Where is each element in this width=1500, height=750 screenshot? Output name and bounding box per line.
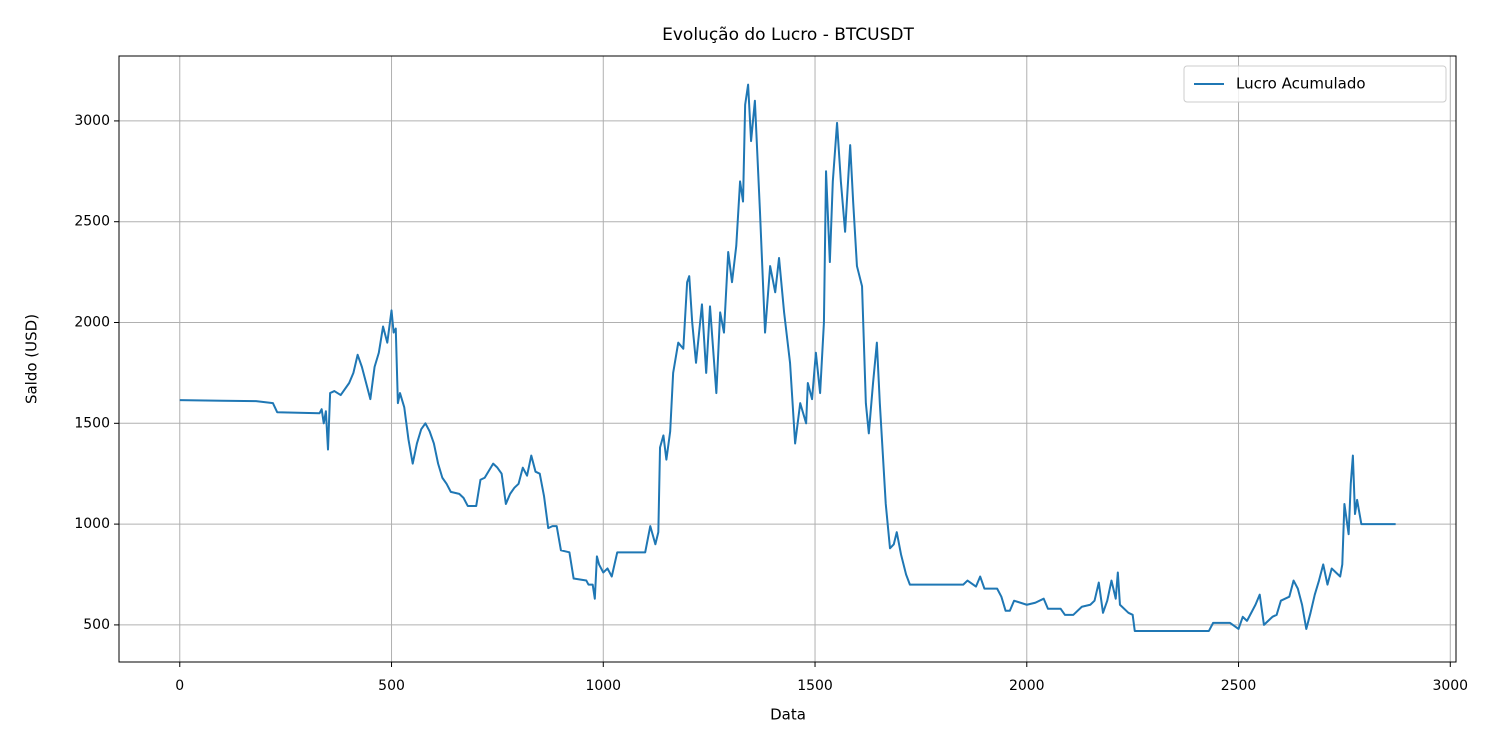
- x-tick-label: 3000: [1432, 678, 1468, 694]
- x-axis-label: Data: [770, 706, 806, 724]
- x-tick-label: 0: [175, 678, 184, 694]
- x-tick-label: 2000: [1009, 678, 1045, 694]
- chart-title: Evolução do Lucro - BTCUSDT: [662, 25, 914, 45]
- x-tick-label: 2500: [1221, 678, 1257, 694]
- x-tick-label: 500: [378, 678, 405, 694]
- y-tick-label: 500: [83, 617, 110, 633]
- line-series: [179, 83, 1396, 632]
- x-tick-label: 1500: [797, 678, 833, 694]
- plot-frame: [118, 55, 1457, 663]
- y-tick-label: 1000: [74, 516, 110, 532]
- y-tick-label: 1500: [74, 415, 110, 431]
- y-tick-label: 2000: [74, 315, 110, 331]
- y-axis-label: Saldo (USD): [23, 314, 41, 404]
- x-tick-label: 1000: [585, 678, 621, 694]
- legend-label: Lucro Acumulado: [1236, 75, 1366, 93]
- legend-box: [1183, 65, 1447, 103]
- y-tick-label: 2500: [74, 214, 110, 230]
- y-tick-label: 3000: [74, 113, 110, 129]
